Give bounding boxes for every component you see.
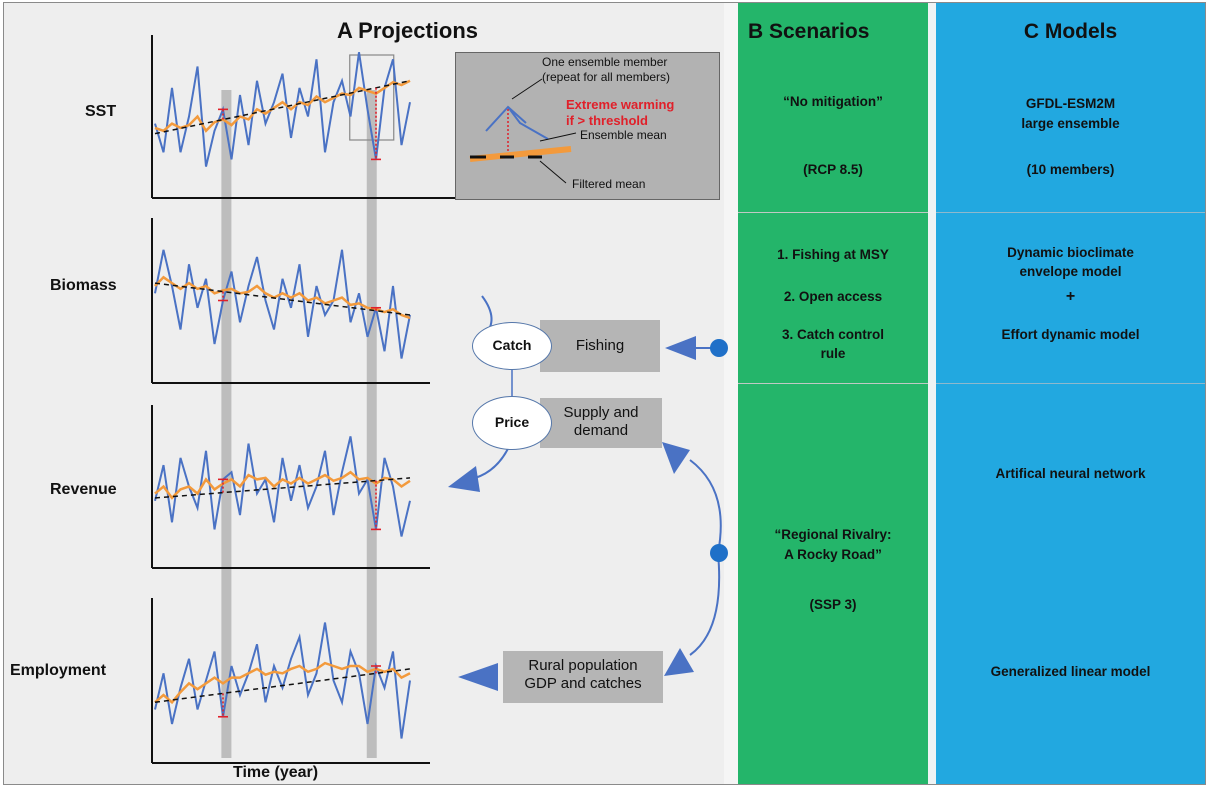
x-axis-label: Time (year) [233, 764, 319, 781]
filtered-mean-employment [154, 661, 411, 705]
legend-extreme-line1: Extreme warming [566, 97, 675, 112]
fishing-scenario-3a: 3. Catch control [781, 327, 884, 342]
figure-frame [3, 2, 1206, 785]
rural-arrowhead [664, 648, 694, 676]
chart-sst [151, 35, 460, 199]
rivalry-line1: “Regional Rivalry: [774, 527, 892, 542]
legend-pointer-filtered [539, 160, 567, 184]
effort-model-text: Effort dynamic model [1001, 327, 1140, 342]
legend-filtered-mean: Filtered mean [572, 177, 646, 191]
filtered-mean-sst [154, 79, 411, 133]
scenarios-panel [738, 3, 928, 784]
fishing-scenario-2: 2. Open access [783, 289, 883, 304]
rural-line1: Rural population [528, 657, 638, 674]
member-line-employment [154, 622, 411, 739]
row-label-employment: Employment [10, 662, 107, 679]
supply-line1: Supply and [563, 404, 639, 421]
esm-line1: GFDL-ESM2M [1025, 96, 1116, 111]
member-line-biomass [154, 249, 411, 359]
filtered-mean-biomass [154, 275, 411, 320]
legend-member-line-2 [507, 106, 549, 140]
legend-member-line1: One ensemble member [542, 55, 668, 69]
rural-population-box: Rural population GDP and catches [503, 651, 663, 703]
models-title: C Models [1023, 20, 1118, 43]
plus-sign: + [1065, 288, 1076, 305]
no-mitigation-text: “No mitigation” [783, 94, 883, 109]
supply-arrowhead [662, 442, 690, 474]
scenarios-divider-1 [738, 212, 928, 213]
catch-circle: Catch [472, 322, 552, 370]
member-line-sst [154, 52, 411, 167]
legend-pointer-member [511, 78, 543, 100]
rural-connector [689, 552, 721, 656]
models-divider-2 [936, 383, 1205, 384]
chart-employment [151, 598, 430, 764]
dbem-line2: envelope model [1019, 264, 1122, 279]
rivalry-line2: A Rocky Road” [784, 547, 882, 562]
glm-text: Generalized linear model [990, 664, 1151, 679]
row-label-sst: SST [85, 103, 117, 120]
ensemble-mean-sst [154, 80, 411, 135]
legend-box: One ensemble member (repeat for all memb… [455, 52, 720, 200]
rural-line2: GDP and catches [524, 675, 642, 692]
filtered-mean-revenue [154, 470, 411, 500]
fishing-arrowhead [665, 336, 696, 360]
esm-line2: large ensemble [1021, 116, 1120, 131]
row-label-biomass: Biomass [50, 277, 117, 294]
rcp-text: (RCP 8.5) [803, 162, 863, 177]
fishing-scenario-1: 1. Fishing at MSY [777, 247, 889, 262]
ssp-dot [710, 544, 728, 562]
ensemble-mean-employment [154, 668, 411, 703]
legend-extreme-line2: if > threshold [566, 113, 648, 128]
scenarios-divider-2 [738, 383, 928, 384]
legend-ensemble-mean: Ensemble mean [580, 128, 667, 142]
ann-text: Artifical neural network [995, 466, 1146, 481]
chart-biomass [151, 218, 430, 384]
legend-pointer-ensemble [539, 132, 577, 142]
dbem-line1: Dynamic bioclimate [1007, 245, 1134, 260]
row-label-revenue: Revenue [50, 481, 117, 498]
legend-glyphs [469, 78, 577, 184]
models-panel [936, 3, 1205, 784]
projections-title: A Projections [337, 18, 478, 43]
supply-line2: demand [573, 422, 629, 439]
chart-revenue [151, 405, 430, 569]
fishing-dot [710, 339, 728, 357]
revenue-arrowhead [448, 466, 480, 492]
employment-arrowhead [458, 663, 498, 691]
panel-gap-bc [928, 3, 936, 784]
ensemble-mean-revenue [154, 477, 411, 499]
extreme-event-band-0 [221, 90, 232, 758]
price-circle: Price [472, 396, 552, 450]
models-divider-1 [936, 212, 1205, 213]
legend-member-line2: (repeat for all members) [542, 70, 671, 84]
legend-filtered-glyph [469, 146, 572, 162]
scenarios-title: B Scenarios [748, 20, 870, 43]
supply-demand-box: Supply and demand [540, 398, 662, 448]
extreme-event-band-1 [366, 90, 377, 758]
ensemble-mean-biomass [154, 282, 411, 316]
members-text: (10 members) [1026, 162, 1115, 177]
supply-connector [689, 459, 722, 554]
ssp-text: (SSP 3) [809, 597, 857, 612]
panel-gap [724, 3, 738, 784]
fishing-scenario-3b: rule [820, 346, 846, 361]
fishing-box: Fishing [540, 320, 660, 372]
